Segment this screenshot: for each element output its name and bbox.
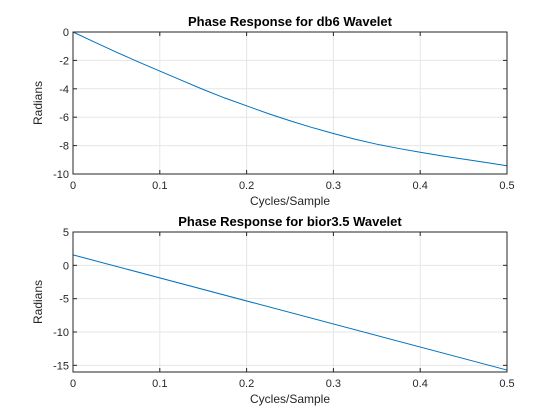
chart-2-y-tick-label: -10 (53, 327, 69, 339)
chart-1-x-tick-label: 0.5 (499, 180, 514, 192)
chart-1-y-tick-label: 0 (63, 27, 69, 39)
chart-1-x-tick-label: 0.2 (239, 180, 254, 192)
chart-1-y-tick-label: -10 (53, 169, 69, 181)
chart-2-title: Phase Response for bior3.5 Wavelet (178, 214, 402, 229)
chart-1-x-tick-label: 0 (70, 180, 76, 192)
chart-2-x-axis-label: Cycles/Sample (250, 392, 330, 406)
chart-1-plot-area (73, 32, 507, 174)
chart-1-x-axis-label: Cycles/Sample (250, 194, 330, 208)
chart-2-series-line (72, 254, 508, 371)
chart-1-x-tick-label: 0.3 (326, 180, 341, 192)
chart-1-axes-frame (72, 31, 508, 175)
chart-2-x-tick-label: 0 (70, 378, 76, 390)
chart-1-y-tick-label: -8 (59, 141, 69, 153)
chart-2-x-tick-label: 0.3 (326, 378, 341, 390)
chart-2-x-tick-label: 0.5 (499, 378, 514, 390)
chart-1-series-line (72, 31, 508, 167)
chart-2-axes-frame (72, 231, 508, 373)
chart-2-plot-area (73, 232, 507, 372)
chart-1-y-axis-label: Radians (31, 81, 45, 125)
chart-2-x-tick-label: 0.1 (152, 378, 167, 390)
chart-2-y-tick-label: 5 (63, 227, 69, 239)
chart-2-x-tick-label: 0.4 (413, 378, 428, 390)
chart-1-x-tick-label: 0.1 (152, 180, 167, 192)
chart-2-y-tick-label: -15 (53, 360, 69, 372)
chart-1-y-tick-label: -2 (59, 55, 69, 67)
chart-1-y-tick-label: -6 (59, 112, 69, 124)
chart-2-y-tick-label: -5 (59, 294, 69, 306)
chart-1-title: Phase Response for db6 Wavelet (188, 14, 393, 29)
chart-1-y-tick-label: -4 (59, 84, 69, 96)
chart-2-y-tick-label: 0 (63, 260, 69, 272)
chart-2-y-axis-label: Radians (31, 280, 45, 324)
chart-2-x-tick-label: 0.2 (239, 378, 254, 390)
chart-1-x-tick-label: 0.4 (413, 180, 428, 192)
